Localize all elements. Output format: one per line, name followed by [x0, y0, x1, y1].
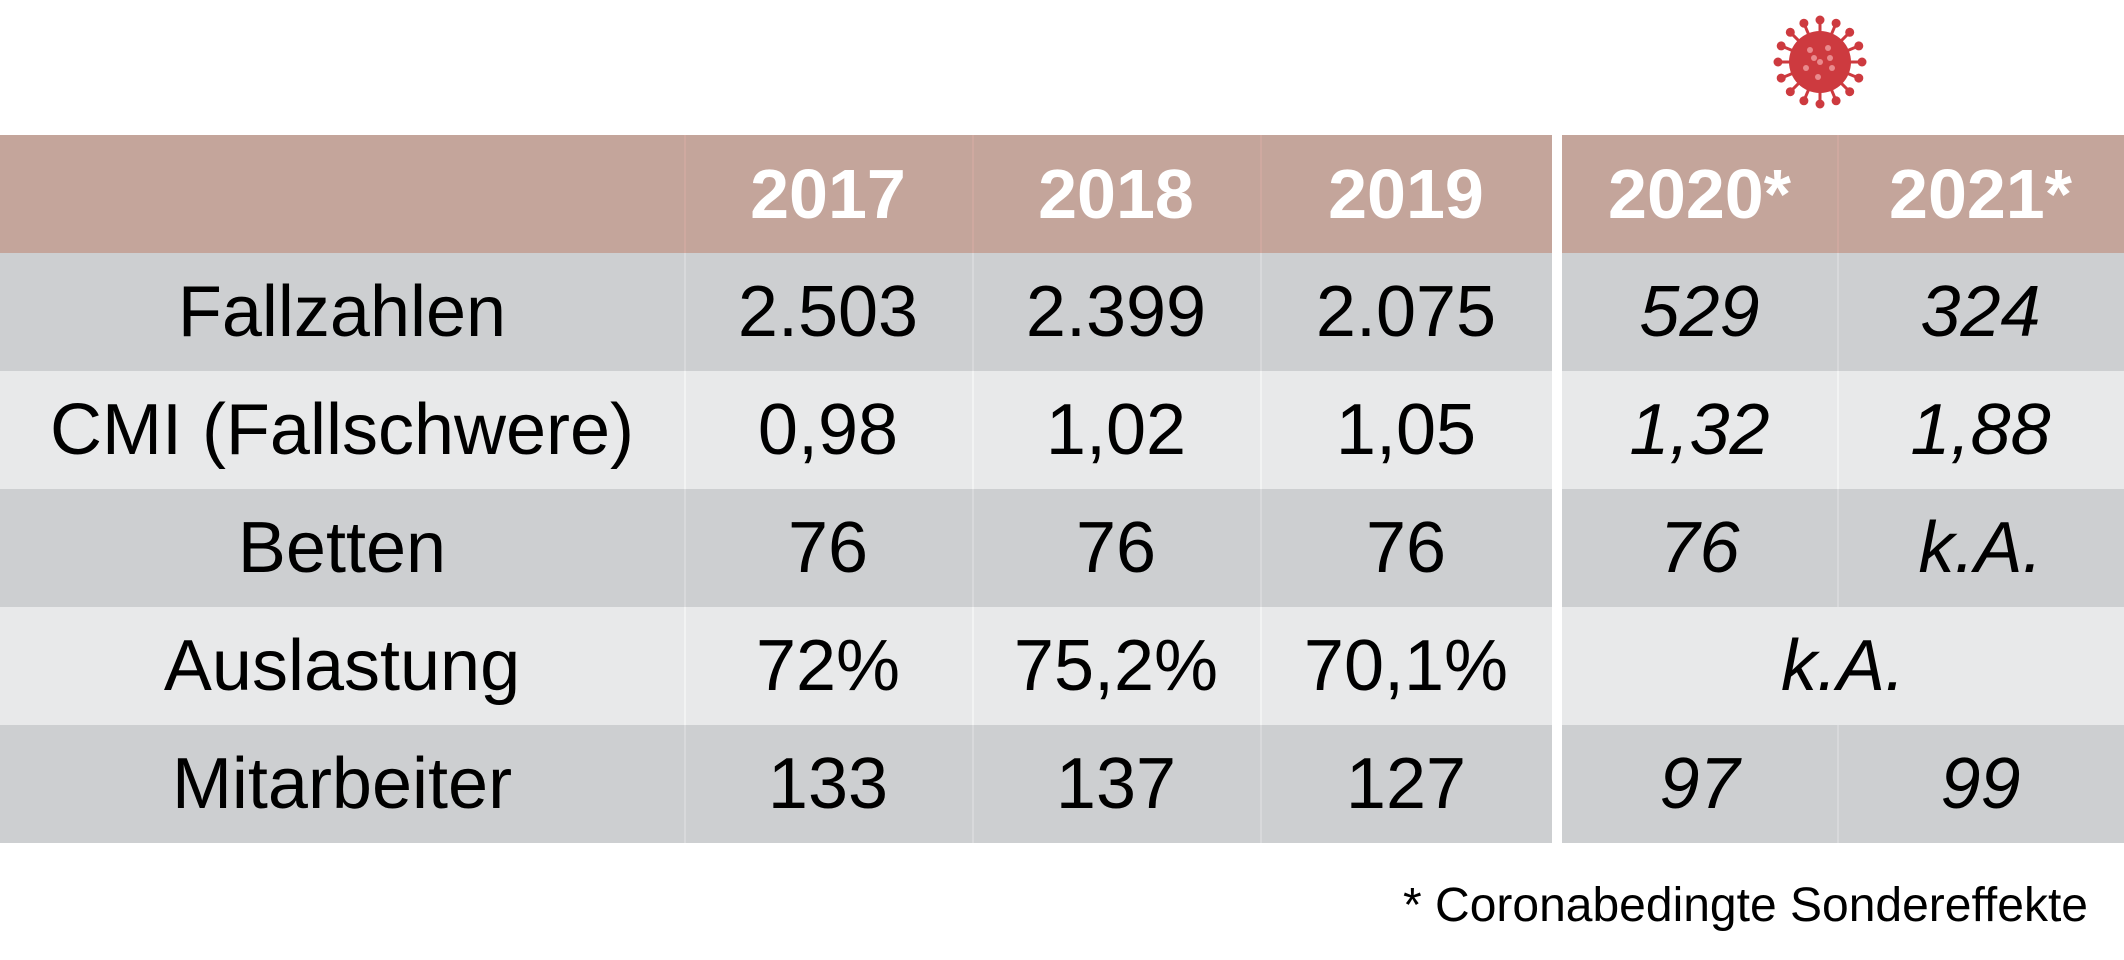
cell-value: 137 [1055, 744, 1177, 824]
cell-value: 127 [1345, 744, 1467, 824]
cell-value: 2.399 [1025, 272, 1207, 352]
cell-value: k.A. [1918, 508, 2043, 588]
header-year-2021: 2021* [1889, 155, 2072, 233]
table-row-betten: Betten 76 76 76 76 k.A. [0, 489, 2124, 607]
row-label: CMI (Fallschwere) [49, 390, 635, 470]
cell-value: 2.503 [737, 272, 919, 352]
cell-value: 0,98 [757, 390, 899, 470]
cell-value: 75,2% [1013, 626, 1219, 706]
cell-value: 529 [1639, 272, 1760, 352]
cell-value: 1,02 [1045, 390, 1187, 470]
header-year-2020: 2020* [1608, 155, 1791, 233]
cell-value: 76 [787, 508, 869, 588]
cell-value: 97 [1659, 744, 1740, 824]
cell-value: 70,1% [1303, 626, 1509, 706]
cell-value: 2.075 [1315, 272, 1497, 352]
header-year-2017: 2017 [750, 155, 906, 233]
table-header-row: 2017 2018 2019 2020* 2021* [0, 135, 2124, 253]
cell-value: 133 [767, 744, 889, 824]
header-year-2019: 2019 [1328, 155, 1484, 233]
row-label: Fallzahlen [177, 272, 507, 352]
cell-value: 1,32 [1629, 390, 1770, 470]
table-row-fallzahlen: Fallzahlen 2.503 2.399 2.075 529 324 [0, 253, 2124, 371]
row-label: Mitarbeiter [171, 744, 513, 824]
row-label: Betten [237, 508, 447, 588]
table-row-cmi: CMI (Fallschwere) 0,98 1,02 1,05 1,32 1,… [0, 371, 2124, 489]
merged-cell-value: k.A. [1780, 626, 1906, 706]
cell-value: 99 [1940, 744, 2021, 824]
header-year-2018: 2018 [1038, 155, 1194, 233]
cell-value: 76 [1075, 508, 1157, 588]
cell-value: 76 [1365, 508, 1447, 588]
cell-value: 324 [1920, 272, 2041, 352]
footnote: * Coronabedingte Sondereffekte [1403, 879, 2088, 932]
cell-value: 1,88 [1910, 390, 2051, 470]
cell-value: 76 [1659, 508, 1740, 588]
table-row-mitarbeiter: Mitarbeiter 133 137 127 97 99 [0, 725, 2124, 843]
column-divider [1552, 135, 1562, 843]
cell-value: 72% [755, 626, 901, 706]
cell-value: 1,05 [1335, 390, 1477, 470]
row-label: Auslastung [163, 626, 521, 706]
table-row-auslastung: Auslastung 72% 75,2% 70,1% k.A. [0, 607, 2124, 725]
header-empty-cell [0, 135, 684, 253]
coronavirus-icon [1773, 15, 1867, 109]
